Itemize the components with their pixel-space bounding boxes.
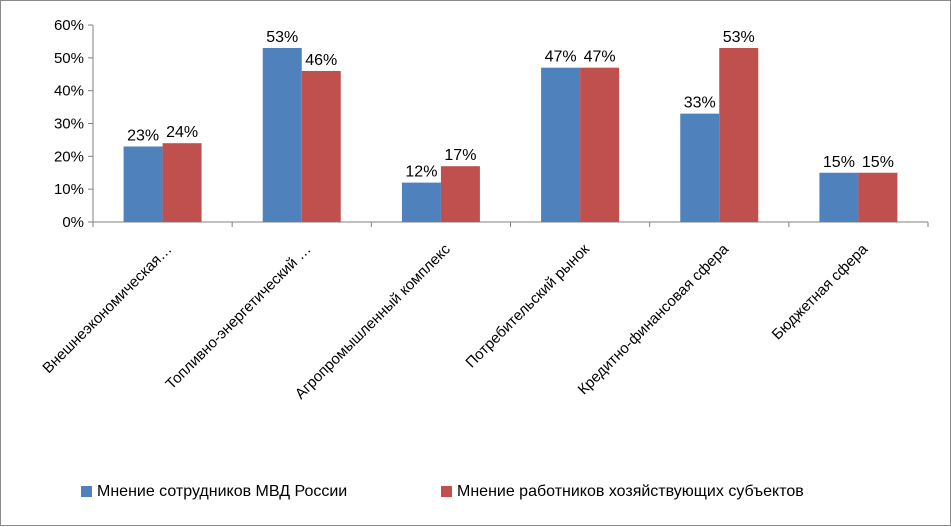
category-label: Бюджетная сфера xyxy=(769,240,872,343)
legend-swatch xyxy=(81,486,92,497)
data-label: 17% xyxy=(444,147,476,164)
bar xyxy=(301,70,341,222)
y-tick-label: 60% xyxy=(54,17,84,34)
y-tick-label: 50% xyxy=(54,50,84,67)
category-label: Потребительский рынок xyxy=(462,241,593,372)
data-label: 33% xyxy=(684,95,716,112)
y-tick-label: 20% xyxy=(54,148,84,165)
chart-legend: Мнение сотрудников МВД России Мнение рабо… xyxy=(81,483,804,500)
bar xyxy=(162,143,202,222)
data-label: 47% xyxy=(545,49,577,66)
bar xyxy=(719,47,759,222)
legend-label: Мнение работников хозяйствующих субъекто… xyxy=(457,483,804,500)
data-label: 15% xyxy=(862,154,894,171)
chart-axes: 0% 10% 20% 30% 40% 50% 60% xyxy=(54,17,929,231)
category-label: Топливно-энергетический … xyxy=(162,241,314,393)
chart-data-labels: 23% 24% 53% 46% 12% 17% 47% 47% 33% 53% 15% 15% xyxy=(127,29,894,181)
data-label: 46% xyxy=(305,52,337,69)
chart-bars xyxy=(123,47,898,222)
data-label: 47% xyxy=(584,49,616,66)
bar xyxy=(123,146,163,222)
category-label: Агропромышленный комплекс xyxy=(292,240,454,402)
y-tick-label: 30% xyxy=(54,116,84,133)
data-label: 53% xyxy=(723,29,755,46)
legend-swatch xyxy=(441,486,452,497)
data-label: 53% xyxy=(266,29,298,46)
category-label: Кредитно-финансовая сфера xyxy=(575,240,733,398)
y-tick-label: 10% xyxy=(54,181,84,198)
bar xyxy=(541,67,581,222)
data-label: 12% xyxy=(405,164,437,181)
data-label: 23% xyxy=(127,127,159,144)
data-label: 24% xyxy=(166,124,198,141)
data-label: 15% xyxy=(823,154,855,171)
bar xyxy=(401,182,441,222)
y-tick-label: 0% xyxy=(62,214,84,231)
y-tick-label: 40% xyxy=(54,83,84,100)
chart-category-labels: Внешнеэкономическая…Топливно-энергетичес… xyxy=(39,240,871,402)
category-label: Внешнеэкономическая… xyxy=(39,241,175,377)
legend-label: Мнение сотрудников МВД России xyxy=(97,483,347,500)
bar xyxy=(262,47,302,222)
bar xyxy=(858,172,898,222)
bar xyxy=(819,172,859,222)
bar xyxy=(440,166,480,222)
bar xyxy=(680,113,720,222)
bar xyxy=(580,67,620,222)
